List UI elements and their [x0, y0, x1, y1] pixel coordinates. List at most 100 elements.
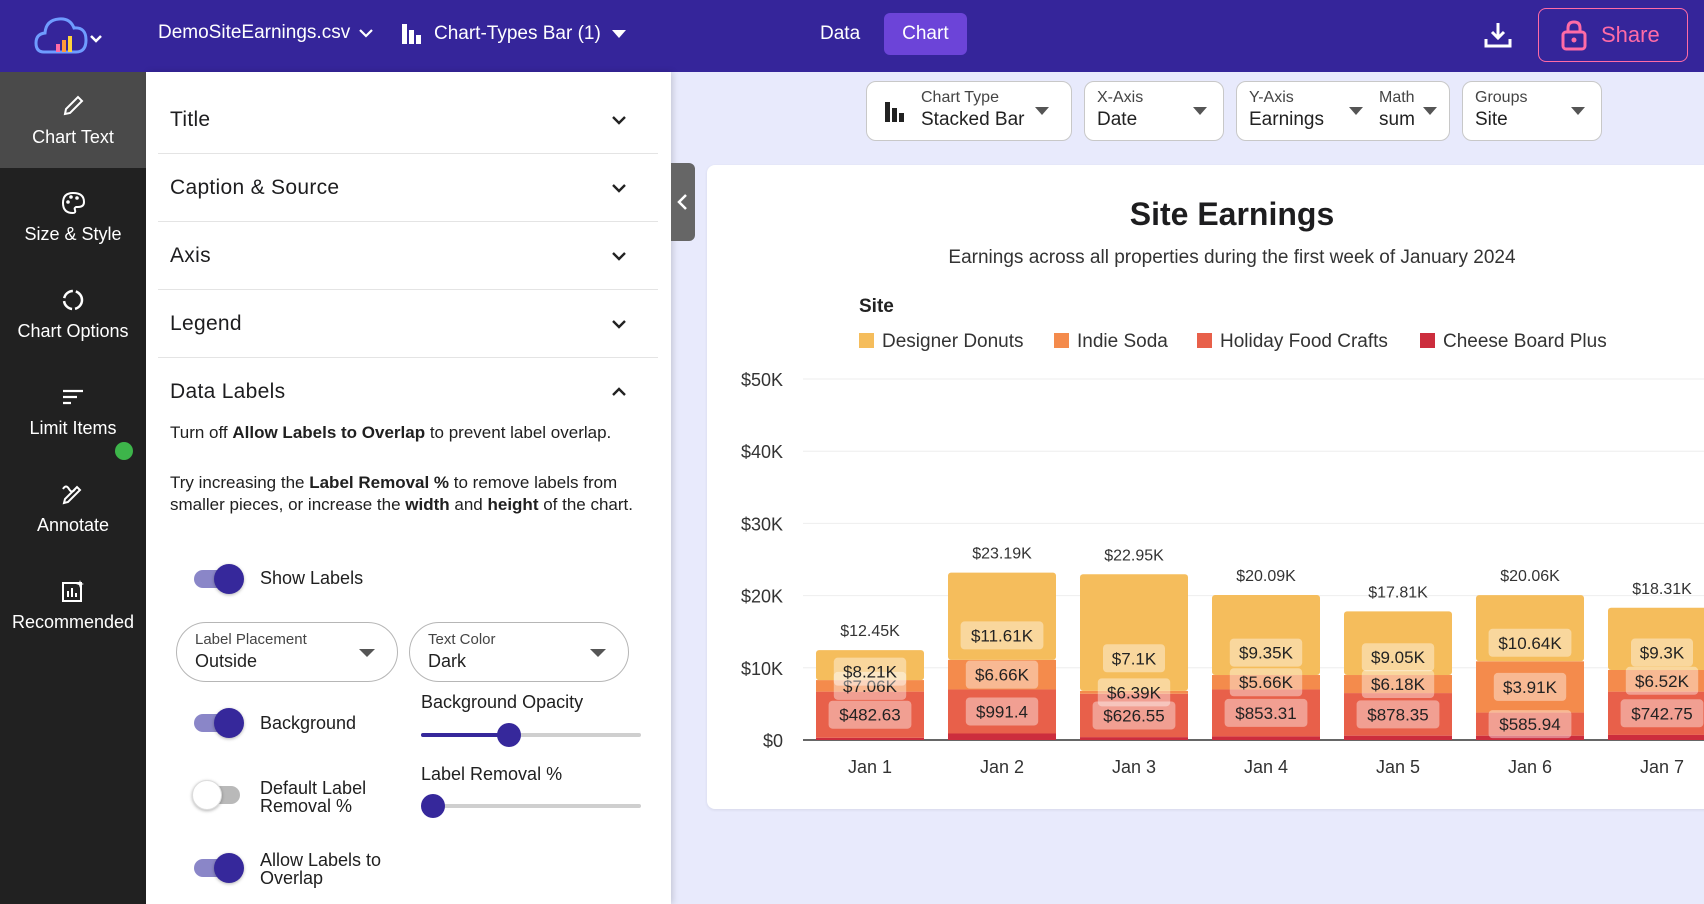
select-label: Groups: [1475, 89, 1528, 106]
section-title[interactable]: Title: [158, 86, 658, 154]
section-label: Legend: [170, 311, 242, 335]
collapse-panel-button[interactable]: [671, 163, 695, 241]
background-opacity-slider[interactable]: [421, 723, 641, 747]
bar-segment: [1080, 737, 1188, 740]
app-logo-icon[interactable]: [34, 10, 106, 62]
file-selector[interactable]: DemoSiteEarnings.csv: [158, 22, 374, 44]
rail-item-recommended[interactable]: Recommended: [0, 557, 146, 653]
chart-selector[interactable]: Chart-Types Bar (1): [400, 22, 627, 46]
rail-item-chart-options[interactable]: Chart Options: [0, 266, 146, 362]
total-label: $20.09K: [1236, 568, 1296, 585]
rail-item-size-style[interactable]: Size & Style: [0, 169, 146, 265]
default-label-removal-toggle[interactable]: [192, 779, 244, 810]
data-label-bg: [828, 700, 912, 729]
help-text-overlap: Turn off Allow Labels to Overlap to prev…: [170, 423, 612, 442]
bar-segment: [1212, 689, 1320, 737]
data-label: $11.61K: [971, 626, 1034, 645]
legend-title: Site: [859, 296, 894, 317]
data-label: $9.3K: [1640, 644, 1685, 663]
chart-type-select[interactable]: Chart Type Stacked Bar: [866, 81, 1072, 141]
data-label-bg: [1356, 700, 1440, 729]
background-label: Background: [260, 713, 357, 733]
rail-item-limit-items[interactable]: Limit Items: [0, 363, 146, 459]
caret-down-icon: [611, 30, 626, 38]
data-label-bg: [965, 697, 1039, 726]
legend-item: Designer Donuts: [882, 331, 1024, 352]
data-label-bg: [1361, 670, 1435, 699]
x-tick-label: Jan 2: [980, 757, 1024, 777]
y-axis-select[interactable]: Y-Axis Earnings Math sum: [1236, 81, 1450, 141]
top-bar: DemoSiteEarnings.csv Chart-Types Bar (1)…: [0, 0, 1704, 72]
lock-icon: [1561, 20, 1587, 51]
x-tick-label: Jan 6: [1508, 757, 1552, 777]
background-toggle[interactable]: [192, 707, 244, 738]
label-removal-slider[interactable]: [421, 794, 641, 818]
select-value: Stacked Bar: [921, 109, 1025, 130]
chart-title: Site Earnings: [1130, 196, 1335, 232]
slider-thumb[interactable]: [421, 794, 445, 818]
tab-chart[interactable]: Chart: [884, 13, 967, 55]
legend-swatch: [1197, 333, 1212, 348]
share-label: Share: [1601, 22, 1660, 47]
bar-segment: [1344, 675, 1452, 694]
section-caption-source[interactable]: Caption & Source: [158, 154, 658, 222]
section-axis[interactable]: Axis: [158, 222, 658, 290]
help-text-removal: Try increasing the Label Removal % to re…: [170, 473, 633, 514]
slider-thumb[interactable]: [497, 723, 521, 747]
caret-down-icon: [1423, 107, 1437, 115]
data-label-bg: [960, 621, 1044, 650]
allow-overlap-label: Allow Labels to Overlap: [260, 850, 382, 888]
data-label-bg: [1229, 638, 1303, 667]
chevron-down-icon: [612, 115, 626, 125]
text-color-select[interactable]: Text Color Dark: [409, 622, 629, 682]
allow-overlap-toggle[interactable]: [192, 852, 244, 883]
bar-segment: [1608, 734, 1704, 740]
bar-segment: [1476, 595, 1584, 662]
settings-panel: Title Caption & Source Axis Legend Data …: [146, 72, 671, 904]
rail-item-chart-text[interactable]: Chart Text: [0, 72, 146, 168]
bar-segment: [1476, 661, 1584, 713]
section-legend[interactable]: Legend: [158, 290, 658, 358]
bar-segment: [816, 737, 924, 740]
caret-down-icon: [1035, 107, 1049, 115]
legend-swatch: [1054, 333, 1069, 348]
bar-segment: [948, 733, 1056, 740]
bar-segment: [1608, 607, 1704, 670]
select-value: Dark: [428, 651, 467, 671]
rail-label: Chart Options: [17, 320, 129, 341]
rail-label: Size & Style: [24, 223, 122, 244]
select-label: Y-Axis: [1249, 89, 1294, 106]
math-select[interactable]: Math sum: [1379, 89, 1415, 131]
y-tick-label: $30K: [741, 514, 783, 534]
total-label: $18.31K: [1632, 581, 1692, 598]
x-tick-label: Jan 5: [1376, 757, 1420, 777]
rail-item-annotate[interactable]: Annotate: [0, 460, 146, 556]
bar-segment: [1344, 611, 1452, 676]
chevron-down-icon: [612, 251, 626, 261]
share-button[interactable]: Share: [1538, 8, 1688, 62]
section-label: Title: [170, 107, 211, 131]
data-label-bg: [1493, 672, 1567, 701]
groups-select[interactable]: Groups Site: [1462, 81, 1602, 141]
select-label: Chart Type: [921, 89, 999, 106]
y-tick-label: $20K: [741, 587, 783, 607]
pencil-icon: [63, 95, 84, 115]
legend-item: Indie Soda: [1077, 331, 1168, 352]
data-label-bg: [1097, 678, 1171, 707]
data-label-bg: [1631, 638, 1693, 667]
bar-segment: [948, 659, 1056, 690]
data-label: $742.75: [1631, 704, 1692, 723]
legend-item: Cheese Board Plus: [1443, 331, 1607, 352]
file-name: DemoSiteEarnings.csv: [158, 22, 351, 43]
x-axis-select[interactable]: X-Axis Date: [1084, 81, 1224, 141]
data-label-bg: [1625, 666, 1699, 695]
legend-swatch: [859, 333, 874, 348]
show-labels-toggle[interactable]: [192, 563, 244, 594]
bar-segment: [816, 691, 924, 738]
label-placement-select[interactable]: Label Placement Outside: [176, 622, 398, 682]
tab-data[interactable]: Data: [820, 23, 861, 44]
section-data-labels[interactable]: Data Labels: [158, 358, 658, 426]
select-value: Outside: [195, 651, 258, 671]
data-label: $991.4: [976, 702, 1028, 721]
download-icon[interactable]: [1482, 19, 1514, 51]
